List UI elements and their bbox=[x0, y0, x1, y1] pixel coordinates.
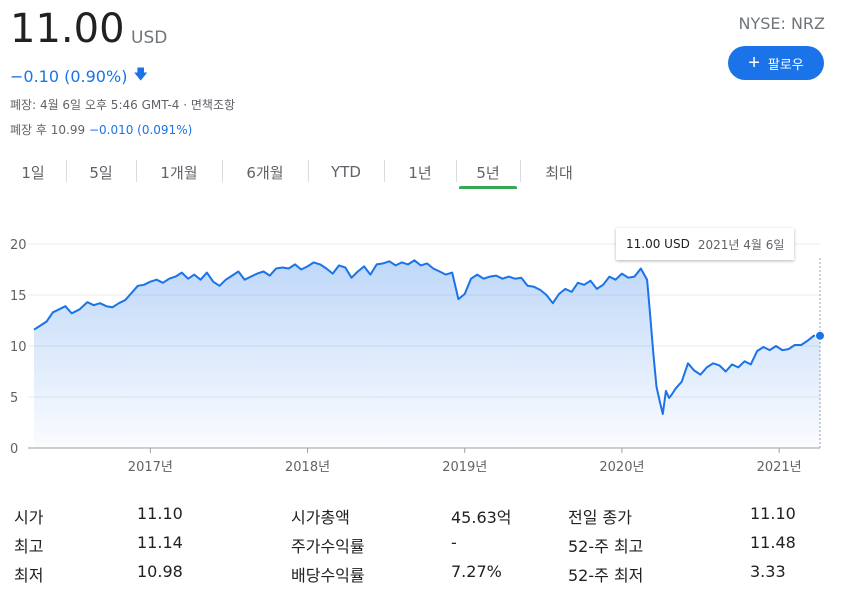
stat-dividend-yield: 배당수익률 7.27% bbox=[291, 562, 502, 586]
plus-icon: + bbox=[748, 52, 760, 74]
currency-label: USD bbox=[131, 28, 168, 48]
stat-market-cap: 시가총액 45.63억 bbox=[291, 504, 512, 528]
after-hours-info: 폐장 후 10.99 −0.010 (0.091%) bbox=[10, 121, 192, 138]
x-tick-label: 2020년 bbox=[599, 460, 644, 475]
tab-1y[interactable]: 1년 bbox=[384, 156, 456, 188]
x-tick-label: 2017년 bbox=[128, 460, 173, 475]
stat-label: 시가 bbox=[14, 508, 44, 527]
stat-value: 11.10 bbox=[137, 504, 183, 523]
stat-value: 10.98 bbox=[137, 562, 183, 581]
y-tick-label: 5 bbox=[10, 391, 18, 406]
stat-pe-ratio: 주가수익률 - bbox=[291, 533, 457, 557]
after-hours-price: 폐장 후 10.99 bbox=[10, 123, 86, 137]
y-tick-label: 0 bbox=[10, 442, 18, 457]
stat-label: 최저 bbox=[14, 566, 44, 585]
after-hours-change: −0.010 (0.091%) bbox=[88, 123, 193, 137]
price-area bbox=[34, 260, 820, 448]
stat-label: 시가총액 bbox=[291, 508, 350, 527]
y-tick-label: 20 bbox=[10, 238, 27, 253]
tab-5y[interactable]: 5년 bbox=[456, 156, 520, 189]
x-tick-label: 2021년 bbox=[757, 460, 802, 475]
tab-ytd[interactable]: YTD bbox=[308, 156, 384, 188]
stat-open: 시가 11.10 bbox=[14, 504, 183, 528]
y-tick-label: 10 bbox=[10, 340, 27, 355]
x-tick-label: 2019년 bbox=[442, 460, 487, 475]
stat-label: 배당수익률 bbox=[291, 566, 365, 585]
stat-high: 최고 11.14 bbox=[14, 533, 183, 557]
stat-label: 52-주 최고 bbox=[568, 537, 644, 556]
stat-label: 주가수익률 bbox=[291, 537, 365, 556]
price-chart[interactable]: 0 5 10 15 20 2017년 2018년 2019년 2020년 2021년 bbox=[0, 220, 841, 482]
stat-value: 3.33 bbox=[750, 562, 786, 581]
stat-prev-close: 전일 종가 11.10 bbox=[568, 504, 796, 528]
stat-value: 7.27% bbox=[451, 562, 502, 581]
hover-point bbox=[815, 330, 825, 341]
stat-value: 11.10 bbox=[750, 504, 796, 523]
stat-label: 최고 bbox=[14, 537, 44, 556]
y-tick-label: 15 bbox=[10, 289, 27, 304]
stat-value: - bbox=[451, 533, 457, 552]
range-tabs: 1일 5일 1개월 6개월 YTD 1년 5년 최대 bbox=[0, 156, 598, 190]
stat-low: 최저 10.98 bbox=[14, 562, 183, 586]
tab-1m[interactable]: 1개월 bbox=[136, 156, 222, 188]
stat-label: 전일 종가 bbox=[568, 508, 632, 527]
tooltip-price: 11.00 USD bbox=[626, 237, 690, 251]
stat-value: 45.63억 bbox=[451, 508, 512, 527]
price-change: −0.10 (0.90%) 🡇 bbox=[10, 64, 148, 88]
tab-max[interactable]: 최대 bbox=[520, 156, 598, 188]
close-info: 폐장: 4월 6일 오후 5:46 GMT-4 · 면책조항 bbox=[10, 98, 236, 112]
tooltip-date: 2021년 4월 6일 bbox=[697, 237, 785, 252]
stat-value: 11.14 bbox=[137, 533, 183, 552]
stat-52w-high: 52-주 최고 11.48 bbox=[568, 533, 796, 557]
tab-6m[interactable]: 6개월 bbox=[222, 156, 308, 188]
tab-1d[interactable]: 1일 bbox=[21, 163, 45, 182]
tab-5d[interactable]: 5일 bbox=[66, 156, 136, 188]
ticker-symbol: NYSE: NRZ bbox=[738, 14, 825, 33]
price-line bbox=[33, 259, 820, 415]
x-tick-label: 2018년 bbox=[285, 460, 330, 475]
stat-label: 52-주 최저 bbox=[568, 566, 644, 585]
stat-52w-low: 52-주 최저 3.33 bbox=[568, 562, 786, 586]
arrow-down-icon: 🡇 bbox=[133, 67, 148, 83]
stat-value: 11.48 bbox=[750, 533, 796, 552]
follow-label: 팔로우 bbox=[767, 56, 804, 72]
follow-button[interactable]: + 팔로우 bbox=[728, 46, 824, 80]
current-price: 11.00 bbox=[10, 6, 125, 52]
price-change-text: −0.10 (0.90%) bbox=[10, 66, 128, 86]
chart-tooltip: 11.00 USD 2021년 4월 6일 bbox=[616, 228, 795, 260]
